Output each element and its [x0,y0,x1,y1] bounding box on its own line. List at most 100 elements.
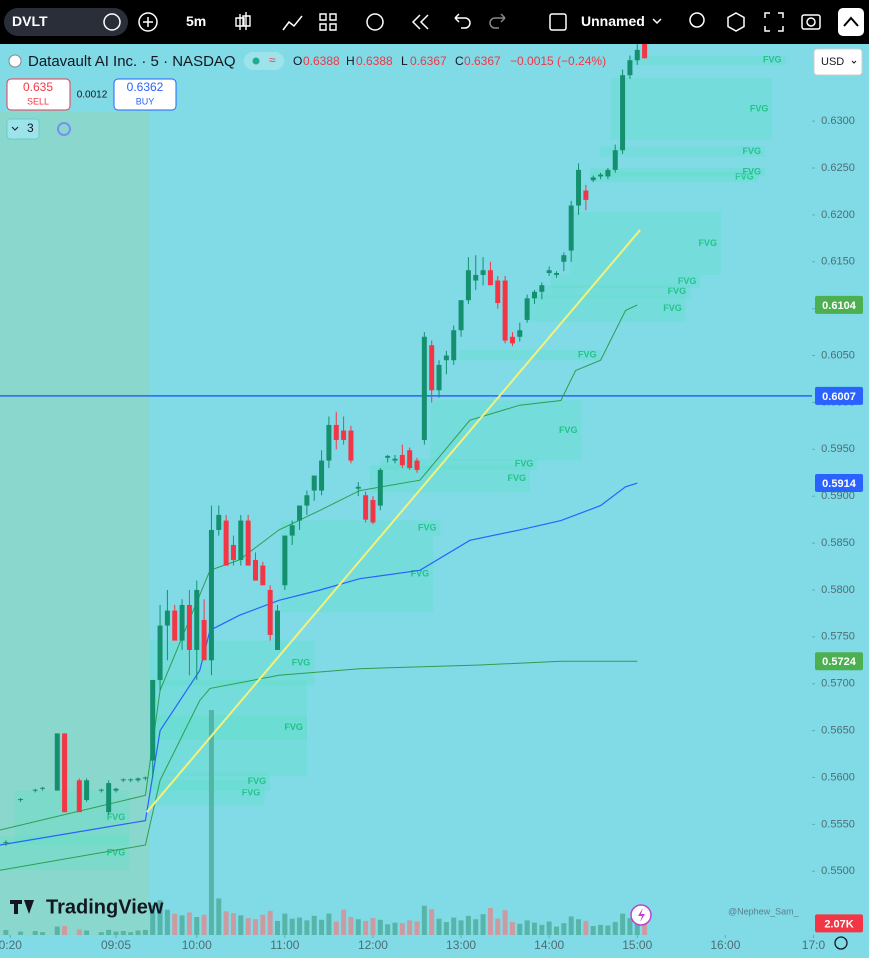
fvg-box [370,465,531,493]
indicators-toggle[interactable] [6,118,40,140]
price-axis: 0.5500 0.5550 0.5600 0.5650 0.5700 0.5750 0.58… [812,44,869,958]
ohlc-o-label: O [293,54,302,68]
volume-bar [495,918,501,935]
volume-bar [128,932,134,935]
candle-body [348,430,354,461]
volume-bar [407,920,413,935]
candle-body [421,336,427,440]
redo-icon[interactable] [489,13,506,29]
candle-body [267,589,273,635]
symbol[interactable]: DVLT [12,13,48,29]
candle-body [458,300,464,331]
volume-bar [326,913,332,935]
volume-bar [238,915,244,935]
y-tick-label: 0.5950 [821,443,855,455]
volume-bar [113,931,119,935]
volume-bar [487,908,493,935]
y-tick-label: 0.5650 [821,725,855,737]
y-tick-label: 0.6300 [821,115,855,127]
volume-bar [252,919,258,935]
layout-name[interactable]: Unnamed [581,13,645,29]
logo-mark [10,900,34,914]
fvg-box [459,349,601,361]
currency-select[interactable] [813,48,863,76]
candle-body [531,291,537,299]
publish-button[interactable] [838,8,864,36]
axis-settings[interactable] [834,936,848,950]
time-axis: 0:20 09:05 10:00 11:00 12:00 13:00 14:00 15:00 1… [0,935,825,958]
fvg-label: FVG [107,847,126,857]
settings-icon[interactable] [727,12,745,32]
symbol-box[interactable] [4,8,128,36]
volume-bar [54,926,60,935]
price-tag [815,652,863,671]
volume-bar [157,900,163,935]
volume-bar [230,913,236,935]
events-bolt [638,908,645,922]
y-tick-label: 0.5700 [821,678,855,690]
status-icon: ≈ [269,53,276,67]
x-tick-label: 13:00 [446,938,476,952]
market-status [252,57,260,65]
candle-body [605,169,611,177]
candle-body [546,270,552,274]
layout-icon[interactable] [319,13,337,31]
fvg-box [280,520,441,536]
volume-bar [311,915,317,935]
sell-price[interactable]: 0.635 [23,80,53,94]
candle-body [172,610,178,641]
volume-bar [620,913,626,935]
search-icon[interactable] [689,12,705,28]
chart-title: Datavault AI Inc. · 5 · NASDAQ [28,53,236,70]
candle-body [275,610,281,650]
volume-bar [135,930,141,935]
volume-bar [120,931,126,935]
ohlc-l-label: L [401,54,408,68]
indicator-line [0,660,638,871]
add-icon[interactable] [138,12,158,32]
volume-bar [524,920,530,935]
volume-tag-label: 2.07K [824,918,853,930]
volume-bar [480,914,486,935]
volume-bar [627,918,633,935]
dropdown-icon[interactable] [652,18,662,25]
volume-bar [275,920,281,935]
candle-body [18,799,24,801]
indicators-icon[interactable] [282,15,303,31]
volume-bar [319,919,325,935]
candle-body [414,460,420,470]
alert-icon[interactable] [366,13,384,31]
buy-price[interactable]: 0.6362 [127,80,164,94]
chart: FVGFVGFVGFVGFVGFVGFVGFVGFVGFVGFVGFVGFVGF… [0,44,869,958]
candle-body [443,355,449,361]
fvg-label: FVG [763,55,782,65]
candle-body [451,330,457,361]
camera-icon[interactable] [801,14,821,30]
volume-bar [333,921,339,935]
sync-icon[interactable] [57,122,71,136]
replay-icon[interactable] [411,14,429,30]
candle-body [370,499,376,523]
interval[interactable]: 5m [186,13,207,29]
sell-button[interactable] [6,78,71,111]
fullscreen-icon[interactable] [764,12,784,32]
ohlc-h-label: H [346,54,355,68]
layout-select[interactable] [549,13,567,31]
toolbar-icons [103,8,864,36]
fvg-box [530,295,686,322]
sell-label[interactable]: SELL [27,96,49,106]
volume-bar [546,921,552,935]
indicator-count[interactable]: 3 [27,121,34,135]
candles-icon[interactable] [235,12,251,30]
candle-body [208,529,214,661]
undo-icon[interactable] [454,13,471,29]
fvg-label: FVG [578,349,597,359]
buy-button[interactable] [113,78,177,111]
compare-icon[interactable] [103,13,121,31]
fvg-box [280,535,434,613]
candle-body [326,424,332,461]
currency[interactable]: USD [821,56,844,68]
candle-body [216,514,222,530]
buy-label[interactable]: BUY [136,96,155,106]
candle-body [480,270,486,275]
